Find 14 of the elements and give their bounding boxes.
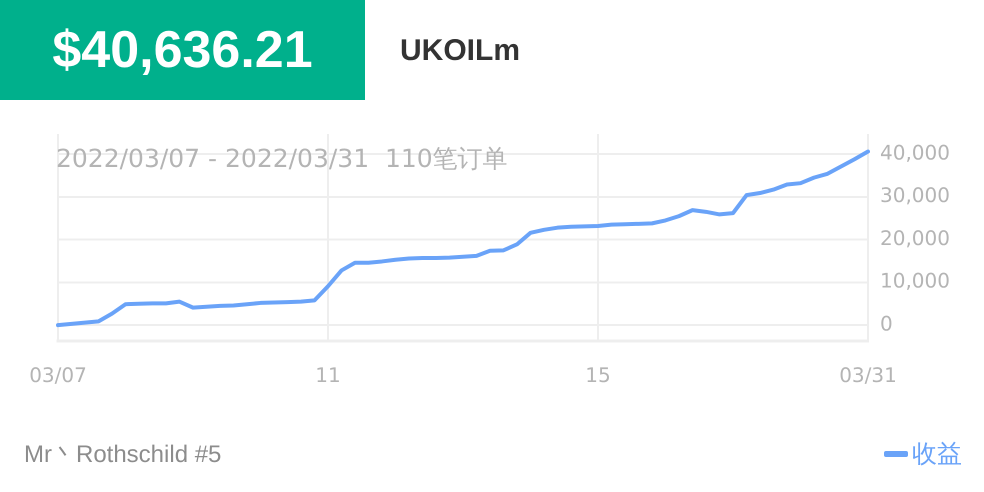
chart-subtitle: UKOILm <box>400 34 520 68</box>
y-tick-label: 20,000 <box>880 226 950 250</box>
y-tick-label: 40,000 <box>880 140 950 164</box>
annotation: 2022/03/07 - 2022/03/31 110笔订单 <box>56 143 508 175</box>
y-tick-label: 30,000 <box>880 183 950 208</box>
chart-title: $40,636.21 <box>0 0 365 100</box>
legend-label: 收益 <box>911 438 962 470</box>
x-tick-label: 15 <box>585 363 611 388</box>
x-tick-label: 03/07 <box>29 363 87 388</box>
text: Mr丶Rothschild #5 <box>24 440 222 470</box>
x-tick-label: 03/31 <box>839 363 897 388</box>
y-tick-label: 10,000 <box>880 268 950 293</box>
y-tick-label: 0 <box>880 311 893 336</box>
x-tick-label: 11 <box>315 363 341 388</box>
